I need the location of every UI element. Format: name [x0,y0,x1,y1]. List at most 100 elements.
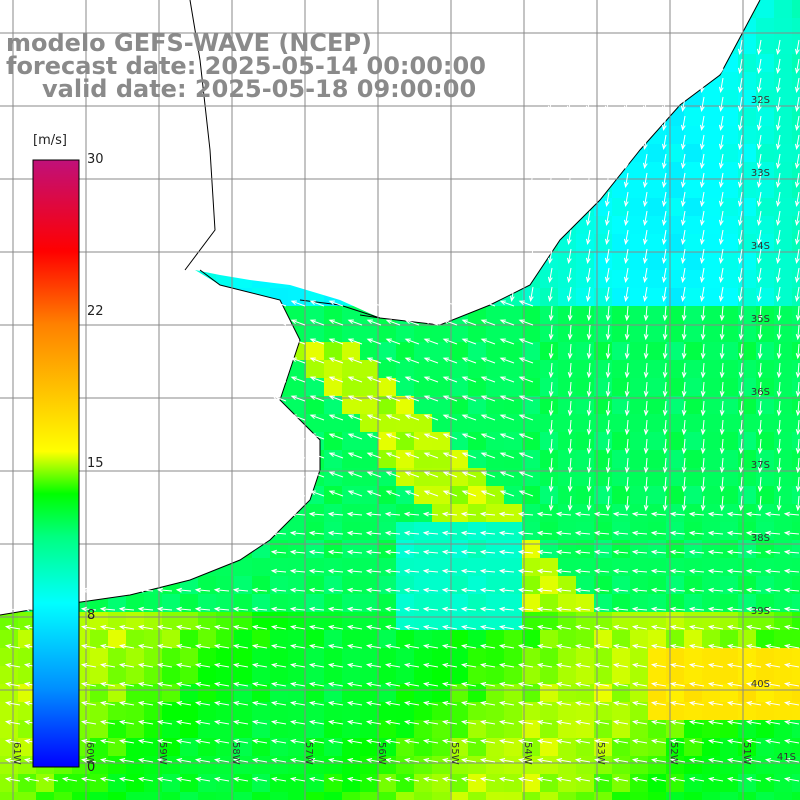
speed-cell [144,774,163,793]
speed-cell [432,504,451,523]
speed-cell [450,720,469,739]
wind-arrow [662,324,668,341]
speed-cell [522,324,541,343]
speed-cell [666,720,685,739]
wind-arrow [699,286,705,303]
wind-arrow [593,530,610,536]
speed-cell [522,792,541,800]
wind-arrow [586,324,592,341]
wind-arrow [661,77,667,94]
speed-cell [342,396,361,415]
speed-cell [18,630,37,649]
wind-arrow [251,719,268,725]
wind-arrow [384,587,401,593]
wind-arrow [441,719,458,725]
wind-arrow [669,700,686,706]
wind-arrow [718,210,724,227]
wind-arrow [566,172,572,189]
wind-arrow [574,757,591,763]
speed-cell [450,432,469,451]
speed-cell [684,774,703,793]
wind-arrow [718,58,724,75]
wind-arrow [700,362,706,379]
speed-cell [522,738,541,757]
speed-cell [216,792,235,800]
wind-arrow [699,248,705,265]
wind-arrow [479,624,496,630]
speed-cell [648,432,667,451]
wind-arrow [403,606,420,612]
wind-arrow [604,77,610,94]
speed-cell [612,558,631,577]
speed-cell [666,324,685,343]
wind-arrow [699,58,705,75]
wind-arrow [327,511,344,517]
colorbar-tick: 15 [87,456,104,471]
wind-arrow [498,549,515,555]
speed-cell [450,522,469,541]
wind-arrow [460,719,477,725]
wind-arrow [442,338,458,345]
wind-arrow [404,376,420,383]
wind-arrow [308,643,325,649]
speed-cell [648,162,667,181]
speed-cell [594,234,613,253]
wind-arrow [403,511,420,517]
wind-arrow [585,77,591,94]
speed-cell [576,702,595,721]
wind-arrow [547,229,553,246]
wind-arrow [745,757,762,763]
wind-arrow [366,319,382,326]
lon-label: 61W [11,742,22,765]
wind-arrow [757,495,763,512]
wind-arrow [194,719,211,725]
wind-arrow [499,319,515,326]
wind-arrow [718,153,724,170]
speed-cell [450,702,469,721]
speed-cell [216,738,235,757]
speed-cell [648,306,667,325]
speed-cell [756,198,775,217]
wind-arrow [308,568,325,574]
speed-cell [522,612,541,631]
speed-cell [756,360,775,379]
wind-arrow [271,395,287,402]
wind-arrow [795,400,800,417]
speed-cell [558,684,577,703]
wind-arrow [585,248,591,265]
wind-arrow [661,229,667,246]
wind-arrow [764,700,781,706]
wind-arrow [346,738,363,744]
wind-arrow [699,191,705,208]
speed-cell [702,792,721,800]
wind-arrow [156,776,173,782]
speed-cell [684,198,703,217]
wind-arrow [548,457,554,474]
wind-arrow [605,324,611,341]
speed-cell [234,576,253,595]
wind-arrow [623,191,629,208]
speed-cell [558,792,577,800]
wind-arrow [518,452,534,459]
speed-cell [378,468,397,487]
speed-cell [594,702,613,721]
wind-arrow [783,662,800,668]
speed-cell [396,432,415,451]
wind-arrow [775,172,781,189]
speed-cell [594,522,613,541]
wind-arrow [650,624,667,630]
speed-cell [504,360,523,379]
speed-cell [486,558,505,577]
wind-arrow [574,643,591,649]
wind-arrow [518,319,534,326]
wind-arrow [99,700,116,706]
speed-cell [540,450,559,469]
wind-arrow [499,452,515,459]
speed-cell [288,540,307,559]
speed-cell [180,756,199,775]
speed-cell [306,702,325,721]
wind-arrow [366,338,382,345]
speed-cell [396,594,415,613]
wind-arrow [631,681,648,687]
wind-arrow [757,324,763,341]
